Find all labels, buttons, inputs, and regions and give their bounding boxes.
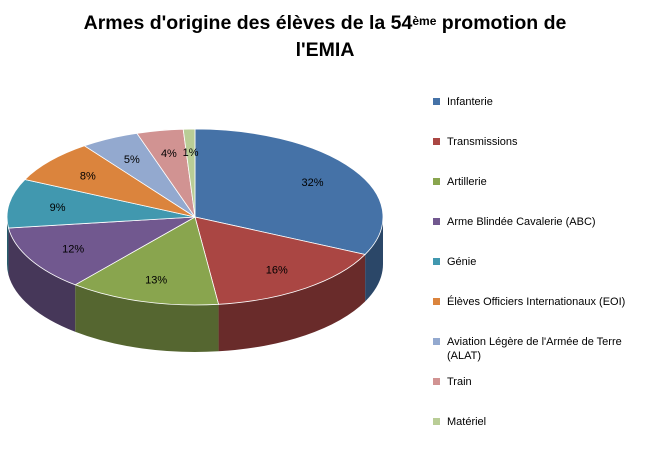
legend-swatch [433,258,440,265]
pie-slice-eleves-officiers-internationaux-eoi [24,145,196,218]
slice-label-eleves-officiers-internationaux-eoi: 8% [80,171,96,183]
pie-side-artillerie [75,284,219,353]
pie-side-infanterie [365,217,383,302]
pie-side-genie [7,217,9,276]
legend-swatch [433,298,440,305]
chart-title-line2: l'EMIA [295,39,355,61]
legend-item-genie: Génie [433,255,645,269]
chart-title: Armes d'origine des élèves de la 54ème p… [20,10,630,64]
legend-label: Artillerie [447,176,487,188]
legend-swatch [433,418,440,425]
legend-item-eleves-officiers-internationaux-eoi: Élèves Officiers Internationaux (EOI) [433,295,645,309]
chart-title-main: Armes d'origine des élèves de la 54 [83,12,413,34]
pie-slice-infanterie [194,128,384,255]
legend-item-materiel: Matériel [433,415,645,429]
legend-label: Transmissions [447,136,518,148]
slice-label-genie: 9% [50,202,66,214]
legend-label: Génie [447,256,477,268]
legend-label: Élèves Officiers Internationaux (EOI) [447,296,626,308]
legend-item-aviation-legere-de-l-armee-de-terre-alat: Aviation Légère de l'Armée de Terre (ALA… [433,335,645,363]
slice-label-transmissions: 16% [266,265,288,277]
legend-swatch [433,218,440,225]
legend-label: Matériel [447,416,487,428]
pie-slice-genie [6,179,196,229]
pie-slice-arme-blindee-cavalerie-abc [7,216,196,286]
legend-item-transmissions: Transmissions [433,135,645,149]
legend-swatch [433,378,440,385]
slice-label-infanterie: 32% [301,177,323,189]
pie-slice-artillerie [74,216,220,306]
legend-item-arme-blindee-cavalerie-abc: Arme Blindée Cavalerie (ABC) [433,215,645,229]
pie-slice-transmissions [194,216,366,305]
slice-label-aviation-legere-de-l-armee-de-terre-alat: 5% [124,154,140,166]
legend-label: Aviation Légère de l'Armée de Terre (ALA… [447,336,622,362]
legend-item-train: Train [433,375,645,389]
legend-item-artillerie: Artillerie [433,175,645,189]
slice-label-artillerie: 13% [145,275,167,287]
legend-swatch [433,178,440,185]
pie-sides [7,217,383,353]
slice-label-arme-blindee-cavalerie-abc: 12% [62,243,84,255]
legend-label: Arme Blindée Cavalerie (ABC) [447,216,596,228]
chart-title-superscript: ème [412,14,437,28]
pie-labels: 32% 16% 13% 12% 9% 8% 5% 4% 1% [50,147,324,287]
legend-label: Infanterie [447,96,493,108]
legend-swatch [433,138,440,145]
legend-label: Train [447,376,472,388]
pie-side-arme-blindee-cavalerie-abc [8,228,76,332]
chart-title-rest: promotion de [436,12,567,34]
slice-label-materiel: 1% [183,147,199,159]
slice-label-train: 4% [161,148,177,160]
legend-swatch [433,98,440,105]
legend-item-infanterie: Infanterie [433,95,645,109]
pie-slice-materiel [182,128,196,218]
legend-swatch [433,338,440,345]
pie-side-transmissions [218,254,366,352]
pie-tops [6,128,384,306]
